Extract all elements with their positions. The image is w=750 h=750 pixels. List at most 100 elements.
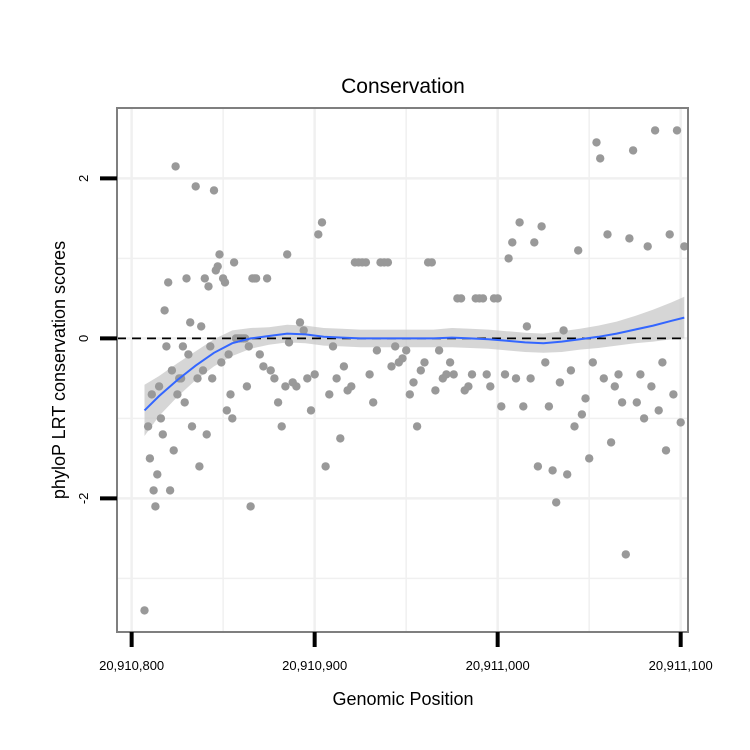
data-point xyxy=(654,406,663,415)
data-point xyxy=(255,350,264,359)
data-points xyxy=(140,126,689,615)
data-point xyxy=(486,382,495,391)
data-point xyxy=(191,182,200,191)
data-point xyxy=(639,414,649,423)
data-point xyxy=(262,274,272,283)
data-point xyxy=(456,294,466,303)
data-point xyxy=(332,374,341,383)
data-point xyxy=(336,434,345,443)
plot-panel-border xyxy=(116,107,689,633)
data-point xyxy=(147,390,156,399)
data-point xyxy=(149,486,158,495)
data-point xyxy=(500,370,510,379)
data-point xyxy=(182,274,191,283)
data-point xyxy=(434,346,444,355)
data-point xyxy=(314,230,323,239)
data-point xyxy=(412,422,422,431)
y-tick-label: -2 xyxy=(76,493,91,505)
data-point xyxy=(164,278,173,287)
data-point xyxy=(391,342,400,351)
data-point xyxy=(244,342,253,351)
data-point xyxy=(464,382,473,391)
y-tick-label: 0 xyxy=(76,335,91,342)
data-point xyxy=(585,454,594,463)
confidence-band-layer xyxy=(144,296,685,436)
data-point xyxy=(559,326,568,335)
data-point xyxy=(467,370,477,379)
data-point xyxy=(229,258,239,267)
data-point xyxy=(281,382,290,391)
x-axis-label: Genomic Position xyxy=(332,689,473,709)
data-point xyxy=(226,390,235,399)
data-point xyxy=(273,398,283,407)
data-point xyxy=(228,414,237,423)
data-point xyxy=(409,378,418,387)
data-point xyxy=(266,366,275,375)
data-point xyxy=(169,446,178,455)
confidence-band xyxy=(144,296,685,436)
data-point xyxy=(202,430,211,439)
x-tick-label: 20,911,000 xyxy=(466,658,530,673)
data-point xyxy=(180,398,189,407)
data-point xyxy=(427,258,436,267)
data-point xyxy=(306,406,316,415)
data-point xyxy=(526,374,535,383)
data-point xyxy=(372,346,382,355)
data-point xyxy=(198,366,208,375)
data-point xyxy=(156,414,166,423)
data-point xyxy=(158,430,167,439)
data-point xyxy=(222,406,231,415)
data-point xyxy=(628,146,638,155)
data-point xyxy=(402,346,411,355)
data-point xyxy=(563,470,572,479)
smooth-line-layer xyxy=(117,316,688,412)
data-point xyxy=(530,238,539,247)
data-point xyxy=(398,354,407,363)
data-point xyxy=(405,390,414,399)
data-point xyxy=(416,366,425,375)
data-point xyxy=(442,370,451,379)
data-point xyxy=(246,502,255,511)
data-point xyxy=(165,486,175,495)
data-point xyxy=(647,382,656,391)
data-point xyxy=(173,390,182,399)
data-point xyxy=(283,250,292,259)
smooth-fit-line xyxy=(143,316,685,412)
chart-title: Conservation xyxy=(341,75,465,98)
data-point xyxy=(665,230,674,239)
data-point xyxy=(541,358,550,367)
data-point xyxy=(610,382,619,391)
data-point xyxy=(617,398,627,407)
data-point xyxy=(270,374,279,383)
data-point xyxy=(208,374,217,383)
y-tick-label: 2 xyxy=(76,175,91,182)
data-point xyxy=(369,398,378,407)
x-axis: 20,910,800 20,910,900 20,911,000 20,911,100 xyxy=(99,632,713,673)
data-point xyxy=(614,370,623,379)
data-point xyxy=(606,438,616,447)
data-point xyxy=(676,418,685,427)
data-point xyxy=(217,358,226,367)
data-point xyxy=(321,462,330,471)
data-point xyxy=(387,362,396,371)
data-point xyxy=(361,258,371,267)
data-point xyxy=(167,366,177,375)
data-point xyxy=(625,234,634,243)
data-point xyxy=(310,370,319,379)
data-point xyxy=(186,318,195,327)
data-point xyxy=(548,466,557,475)
data-point xyxy=(596,154,605,163)
y-axis-label: phyloP LRT conservation scores xyxy=(49,241,69,499)
data-point xyxy=(195,462,204,471)
data-point xyxy=(215,250,224,259)
data-point xyxy=(200,274,209,283)
data-point xyxy=(325,390,334,399)
data-point xyxy=(365,370,374,379)
data-point xyxy=(504,254,513,263)
data-point xyxy=(420,358,429,367)
data-point xyxy=(328,342,338,351)
data-point xyxy=(431,386,440,395)
data-point xyxy=(552,498,561,507)
data-point xyxy=(478,294,488,303)
